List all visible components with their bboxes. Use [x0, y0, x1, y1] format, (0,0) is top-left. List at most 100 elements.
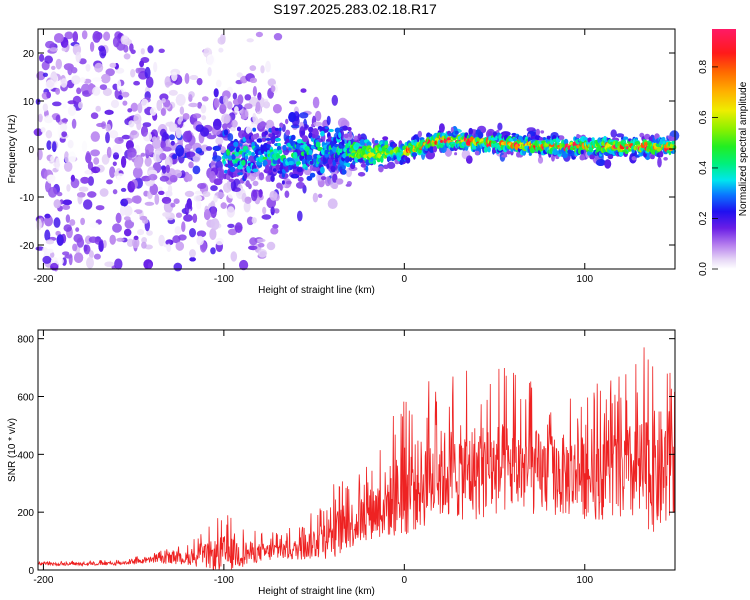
heatmap-cell [308, 149, 313, 156]
heatmap-cell [193, 195, 203, 202]
heatmap-cell [446, 137, 452, 141]
heatmap-cell [47, 248, 54, 254]
heatmap-cell [256, 138, 263, 143]
spectrogram-x-ticks: -200 -100 0 100 [33, 29, 594, 285]
heatmap-cell [113, 152, 119, 160]
heatmap-cell [324, 149, 329, 155]
heatmap-cell [71, 75, 81, 85]
heatmap-cell [252, 86, 257, 97]
snr-ytick-label: 800 [17, 335, 34, 346]
heatmap-cell [192, 113, 202, 119]
heatmap-cell [213, 178, 223, 186]
heatmap-cell [133, 80, 141, 86]
heatmap-cell [213, 98, 220, 109]
heatmap-cell [45, 40, 55, 49]
heatmap-cell [589, 154, 595, 160]
heatmap-cell [72, 31, 79, 43]
heatmap-cell [374, 140, 379, 144]
heatmap-cell [75, 227, 80, 232]
heatmap-cell [546, 135, 551, 140]
heatmap-cell [497, 122, 503, 131]
heatmap-cell [432, 145, 438, 153]
heatmap-cell [175, 127, 182, 139]
heatmap-cell [116, 79, 122, 92]
heatmap-cell [206, 54, 216, 66]
heatmap-cell [227, 101, 233, 110]
heatmap-cell [93, 157, 100, 165]
heatmap-cell [160, 108, 166, 116]
heatmap-cell [170, 202, 176, 208]
heatmap-cell [335, 178, 344, 185]
heatmap-cell [314, 110, 322, 122]
heatmap-cell [331, 183, 338, 189]
heatmap-cell [297, 210, 303, 222]
heatmap-cell [42, 255, 52, 264]
heatmap-cell [144, 66, 151, 79]
heatmap-cell [405, 157, 411, 164]
heatmap-cell [99, 188, 109, 197]
heatmap-cell [85, 152, 92, 164]
heatmap-cell [87, 191, 97, 198]
heatmap-cell [174, 226, 182, 235]
heatmap-cell [184, 73, 190, 84]
heatmap-cell [105, 68, 115, 77]
colorbar-tick-label: 0.2 [698, 211, 709, 225]
heatmap-cell [53, 217, 61, 228]
heatmap-cell [189, 228, 196, 238]
heatmap-cell [281, 180, 285, 185]
spectrogram-y-axis-label: Frequency (Hz) [7, 115, 18, 184]
heatmap-cell [159, 153, 167, 161]
heatmap-cell [186, 173, 193, 182]
heatmap-cell [219, 103, 227, 114]
heatmap-cell [162, 212, 171, 217]
snr-ytick-label: 0 [28, 566, 34, 577]
heatmap-cell [126, 238, 134, 247]
heatmap-cell [261, 137, 267, 142]
snr-xtick-label: -200 [33, 575, 53, 586]
heatmap-cell [153, 61, 158, 73]
heatmap-cell [45, 130, 53, 139]
heatmap-cell [631, 149, 635, 154]
heatmap-cell [84, 169, 92, 176]
heatmap-cell [249, 237, 258, 246]
heatmap-cell [189, 257, 196, 262]
heatmap-cell [146, 230, 153, 236]
heatmap-cell [202, 96, 209, 102]
heatmap-cell [64, 31, 74, 40]
spectrogram-xtick-label: 0 [402, 274, 408, 285]
heatmap-cell [80, 217, 85, 226]
heatmap-cell [109, 166, 116, 178]
heatmap-cell [141, 237, 148, 244]
heatmap-cell [170, 140, 175, 146]
heatmap-cell [207, 67, 212, 77]
heatmap-cell [114, 258, 123, 270]
heatmap-cell [78, 186, 89, 192]
heatmap-cell [648, 136, 653, 141]
heatmap-cell [663, 157, 668, 161]
heatmap-cell [182, 130, 193, 143]
heatmap-cell [345, 183, 352, 187]
heatmap-cell [61, 131, 68, 138]
heatmap-cell [240, 109, 249, 120]
heatmap-cell [112, 161, 117, 167]
heatmap-cell [40, 127, 46, 133]
heatmap-cell [68, 253, 73, 266]
heatmap-cell [55, 88, 60, 95]
heatmap-cell [285, 166, 289, 173]
heatmap-cell [114, 171, 120, 176]
snr-xtick-label: -100 [214, 575, 234, 586]
heatmap-cell [526, 127, 536, 133]
heatmap-cell [184, 190, 195, 197]
heatmap-cell [76, 87, 82, 95]
colorbar-gradient [712, 29, 736, 269]
heatmap-cell [281, 172, 285, 178]
snr-ytick-label: 400 [17, 450, 34, 461]
heatmap-cell [233, 141, 239, 147]
heatmap-cell [273, 148, 279, 154]
heatmap-cell [122, 100, 128, 106]
heatmap-cell [210, 185, 218, 192]
heatmap-cell [151, 136, 158, 143]
heatmap-cell [67, 100, 77, 105]
snr-y-ticks: 0 200 400 600 800 [17, 335, 675, 577]
